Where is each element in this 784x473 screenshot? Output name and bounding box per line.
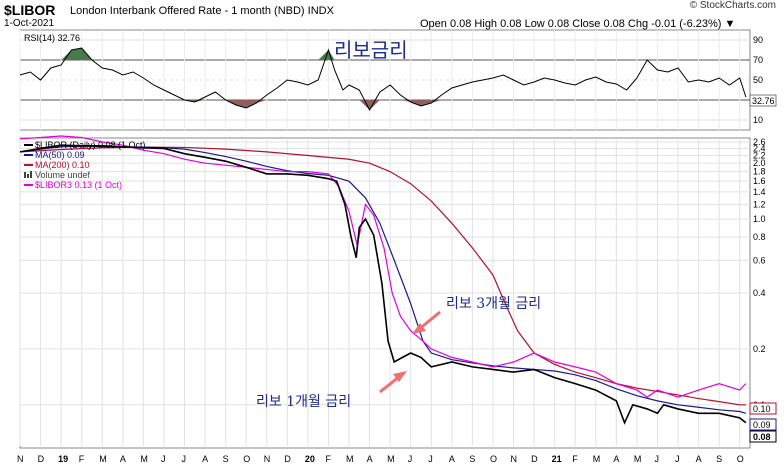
x-tick-label: M <box>634 454 642 464</box>
y-tick-label: 0.6 <box>753 255 766 265</box>
x-tick-label: A <box>696 454 702 464</box>
rsi-line <box>19 47 747 112</box>
x-tick-label: 19 <box>58 454 68 464</box>
arrow-libor1-head <box>393 371 407 382</box>
x-tick-label: D <box>38 454 45 464</box>
ohlc-readout: Open 0.08 High 0.08 Low 0.08 Close 0.08 … <box>420 18 736 30</box>
legend-bar-icon <box>30 171 32 178</box>
value-tag-box <box>749 402 777 415</box>
x-tick-label: M <box>387 454 395 464</box>
main-grid <box>19 30 750 446</box>
legend: $LIBOR (Daily) 0.08 (1 Oct)MA(50) 0.09MA… <box>24 140 146 190</box>
x-tick-label: J <box>654 454 659 464</box>
rsi-value-tag-box <box>749 94 777 107</box>
x-tick-label: F <box>572 454 578 464</box>
legend-label: MA(200) 0.10 <box>35 160 90 170</box>
x-tick-label: 20 <box>305 454 315 464</box>
x-tick-label: O <box>737 454 744 464</box>
x-tick-label: A <box>367 454 373 464</box>
x-tick-label: O <box>243 454 250 464</box>
y-tick-label: 0.4 <box>753 288 766 298</box>
brand-logo[interactable]: © StockCharts.com <box>689 0 776 11</box>
y-tick-label: 2.2 <box>753 150 766 160</box>
x-axis-ticks: N D 19 F M A M J J A S O N D 20 F M A M J J A S O N D 21 F M A M J J A S O <box>17 454 744 464</box>
y-tick-label: 2.4 <box>753 143 766 153</box>
rsi-tick-label: 90 <box>753 35 763 45</box>
x-tick-label: J <box>675 454 680 464</box>
x-tick-label: A <box>449 454 455 464</box>
y-tick-label: 2.6 <box>753 137 766 147</box>
legend-label: $LIBOR (Daily) 0.08 (1 Oct) <box>35 140 146 150</box>
legend-label: Volume undef <box>35 170 91 180</box>
arrow-libor3-head <box>412 323 426 334</box>
annotation-libor1: 리보 1개월 금리 <box>256 394 351 410</box>
x-tick-label: 21 <box>552 454 562 464</box>
y-tick-label: 0.2 <box>753 344 766 354</box>
rsi-label: RSI(14) 32.76 <box>24 33 80 43</box>
x-tick-label: O <box>490 454 497 464</box>
rsi-tick-label: 70 <box>753 55 763 65</box>
x-tick-label: S <box>716 454 722 464</box>
x-tick-label: M <box>346 454 354 464</box>
legend-label: MA(50) 0.09 <box>35 150 85 160</box>
symbol: $LIBOR <box>4 2 56 18</box>
series-line-3 <box>19 135 747 398</box>
x-tick-label: S <box>223 454 229 464</box>
rsi-tick-label: 50 <box>753 75 763 85</box>
x-tick-label: J <box>161 454 166 464</box>
series-line-0 <box>19 144 747 425</box>
y-axis-ticks: 2.62.42.22.01.81.61.41.21.00.80.60.40.20… <box>753 137 766 410</box>
rsi-grid <box>20 39 750 121</box>
series-lines <box>19 135 747 425</box>
x-tick-label: A <box>202 454 208 464</box>
series-line-2 <box>19 146 746 406</box>
x-tick-label: A <box>613 454 619 464</box>
x-tick-label: J <box>408 454 413 464</box>
x-tick-label: D <box>531 454 538 464</box>
x-tick-label: M <box>99 454 107 464</box>
legend-bar-icon <box>27 174 29 178</box>
value-tag-box <box>749 430 777 443</box>
y-tick-label: 1.8 <box>753 167 766 177</box>
value-tags: 0.10 0.09 0.08 <box>749 402 777 443</box>
y-tick-label: 1.0 <box>753 214 766 224</box>
rsi-value-tag: 32.76 <box>752 96 775 106</box>
annotation-title: 리보금리 <box>334 38 408 62</box>
x-tick-label: S <box>469 454 475 464</box>
rsi-tick-label: 10 <box>753 115 763 125</box>
y-tick-label: 1.2 <box>753 199 766 209</box>
value-tag-box <box>749 418 777 431</box>
y-tick-label: 1.4 <box>753 187 766 197</box>
x-tick-label: F <box>79 454 85 464</box>
rsi-ticks: 9070503010 <box>753 35 763 125</box>
rsi-series-line <box>19 47 747 112</box>
legend-label: $LIBOR3 0.13 (1 Oct) <box>35 180 122 190</box>
x-tick-label: J <box>428 454 433 464</box>
x-tick-label: F <box>325 454 331 464</box>
x-tick-label: N <box>264 454 271 464</box>
y-tick-label: 0.8 <box>753 232 766 242</box>
symbol-description: London Interbank Offered Rate - 1 month … <box>70 5 334 17</box>
x-tick-label: D <box>284 454 291 464</box>
value-tag-label: 0.08 <box>753 432 771 442</box>
value-tag-label: 0.09 <box>753 420 771 430</box>
x-tick-label: A <box>120 454 126 464</box>
value-tag-label: 0.10 <box>753 404 771 414</box>
x-tick-label: N <box>511 454 518 464</box>
chart-date: 1-Oct-2021 <box>4 18 55 29</box>
y-tick-label: 2.0 <box>753 158 766 168</box>
y-tick-label: 1.6 <box>753 176 766 186</box>
x-tick-label: M <box>140 454 148 464</box>
legend-bar-icon <box>24 172 26 178</box>
x-tick-label: J <box>182 454 187 464</box>
annotation-libor3: 리보 3개월 금리 <box>446 296 541 312</box>
x-tick-label: N <box>17 454 24 464</box>
x-tick-label: M <box>593 454 601 464</box>
